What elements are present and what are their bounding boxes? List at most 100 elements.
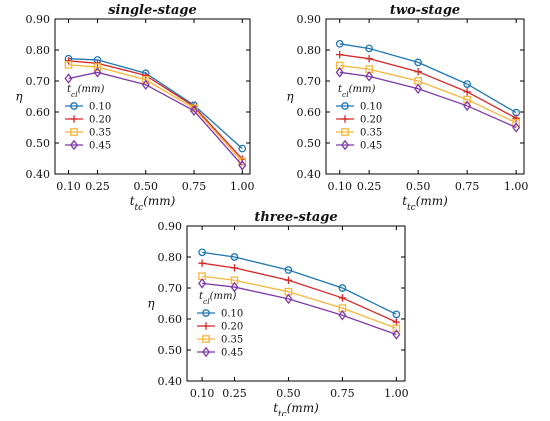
chart-title: single-stage	[108, 3, 197, 18]
data-point	[64, 73, 73, 84]
data-point	[414, 68, 422, 76]
y-tick-label: 0.70	[297, 75, 322, 88]
chart-panel-2: 0.40 0.50 0.60 0.70 0.80 0.90 0.10 0.25 0.50 0.75…	[286, 3, 528, 213]
y-tick-label: 0.60	[26, 106, 51, 119]
legend-marker	[340, 139, 350, 151]
series-line-0.45	[68, 71, 243, 166]
y-tick-label: 0.60	[158, 313, 183, 326]
data-point	[512, 119, 521, 127]
series-line-0.35	[202, 275, 397, 329]
y-tick-label: 0.80	[297, 44, 322, 57]
legend-marker	[341, 115, 349, 123]
legend-label: 0.45	[360, 141, 382, 152]
data-point	[93, 67, 102, 78]
data-point	[338, 284, 347, 292]
legend-marker	[202, 322, 210, 330]
data-point	[463, 95, 471, 104]
data-point	[93, 63, 102, 71]
data-point	[141, 79, 150, 90]
data-point	[142, 71, 150, 80]
data-point	[230, 281, 239, 293]
y-axis-label: η	[286, 90, 294, 104]
legend-title: tcl(mm)	[338, 84, 376, 99]
data-point	[198, 278, 207, 289]
data-point	[463, 80, 471, 88]
y-tick-label: 0.50	[297, 137, 322, 150]
x-tick-label: 0.25	[85, 180, 110, 193]
data-point	[336, 50, 344, 59]
y-tick-label: 0.90	[158, 220, 183, 233]
series-line-0.45	[339, 71, 517, 129]
legend-marker	[341, 128, 349, 136]
data-point	[392, 310, 401, 319]
x-axis-label: ttc(mm)	[273, 401, 319, 416]
x-tick-label: 0.50	[276, 387, 301, 400]
x-tick-label: 1.00	[504, 180, 529, 193]
x-tick-label: 0.75	[330, 387, 355, 400]
data-point	[463, 100, 472, 112]
y-tick-label: 0.70	[26, 75, 51, 88]
data-point	[230, 264, 239, 272]
legend-title: tcl(mm)	[199, 291, 237, 306]
chart-panel-1: 0.40 0.50 0.60 0.70 0.80 0.90 0.10 0.25 0.50 0.75…	[15, 3, 254, 213]
data-point	[198, 248, 206, 257]
data-point	[512, 114, 520, 122]
data-point	[64, 57, 73, 65]
chart-title: three-stage	[254, 210, 337, 225]
y-tick-label: 0.40	[297, 168, 322, 181]
x-axis-label: ttc(mm)	[402, 194, 448, 213]
legend-label: 0.45	[221, 348, 243, 359]
legend-title: tcl(mm)	[67, 84, 105, 99]
data-point	[365, 54, 373, 63]
data-point	[284, 276, 293, 284]
data-point	[284, 266, 293, 274]
data-point	[230, 253, 239, 261]
y-tick-label: 0.80	[158, 251, 183, 264]
x-tick-label: 0.10	[56, 180, 81, 193]
legend-label: 0.20	[89, 115, 111, 126]
x-tick-label: 0.50	[133, 180, 158, 193]
legend-label: 0.10	[89, 102, 111, 113]
y-tick-label: 0.50	[158, 344, 183, 357]
y-tick-label: 0.70	[158, 282, 183, 295]
x-tick-label: 0.25	[222, 387, 247, 400]
data-point	[414, 83, 423, 95]
y-tick-label: 0.90	[297, 13, 322, 26]
y-tick-label: 0.90	[26, 13, 51, 26]
series-line-0.10	[339, 43, 517, 114]
data-point	[238, 160, 247, 171]
legend-label: 0.35	[221, 335, 243, 346]
data-point	[198, 259, 206, 267]
data-point	[284, 293, 293, 305]
x-axis-label: ttc(mm)	[130, 194, 176, 213]
y-tick-label: 0.40	[158, 375, 183, 388]
x-tick-label: 0.10	[327, 180, 352, 193]
chart-panel-3: 0.40 0.50 0.60 0.70 0.80 0.90 0.10 0.25 0.50 0.75…	[147, 210, 409, 420]
legend-label: 0.45	[89, 141, 111, 152]
x-tick-label: 0.75	[182, 180, 207, 193]
y-axis-label: η	[15, 90, 23, 104]
plot-frame	[54, 18, 251, 175]
legend-marker	[202, 335, 210, 343]
data-point	[512, 122, 521, 133]
x-tick-label: 0.10	[190, 387, 215, 400]
x-tick-label: 0.25	[357, 180, 382, 193]
y-tick-label: 0.40	[26, 168, 51, 181]
chart-title: two-stage	[390, 3, 460, 18]
data-point	[335, 67, 344, 78]
legend-marker	[341, 102, 349, 110]
legend-marker	[69, 139, 79, 151]
x-tick-label: 1.00	[384, 387, 409, 400]
data-point	[365, 71, 374, 82]
series-line-0.45	[202, 282, 397, 336]
data-point	[392, 329, 401, 340]
legend-label: 0.10	[221, 309, 243, 320]
legend-marker	[70, 102, 78, 110]
data-point	[392, 324, 401, 333]
data-point	[335, 39, 344, 48]
legend-marker	[202, 309, 210, 317]
legend-label: 0.20	[221, 322, 243, 333]
plot-frame	[325, 18, 525, 175]
data-point	[338, 294, 347, 302]
